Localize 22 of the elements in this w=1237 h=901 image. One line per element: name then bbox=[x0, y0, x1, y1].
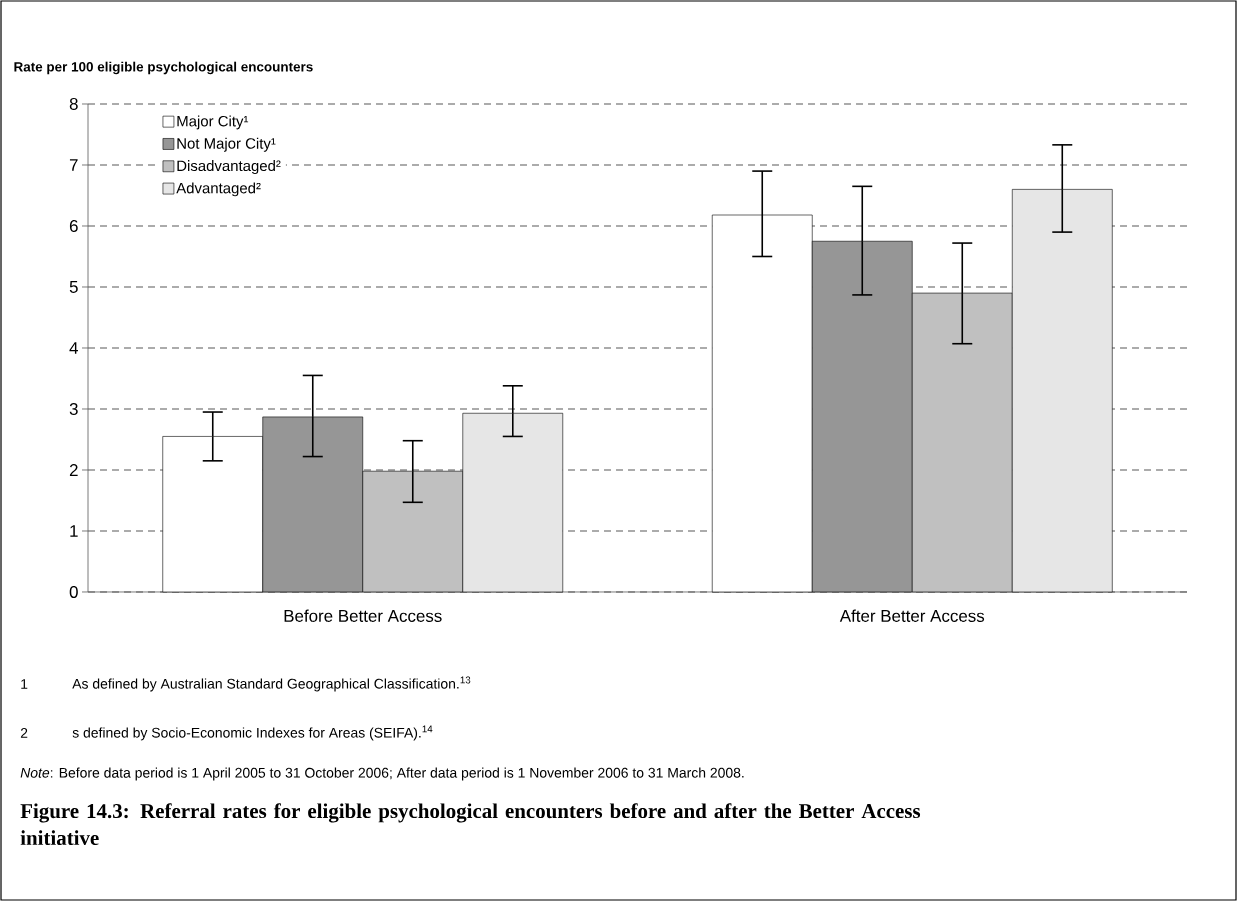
y-tick-label: 0 bbox=[69, 585, 78, 598]
y-tick-label: 7 bbox=[69, 159, 78, 171]
text: s defined by Socio-Economic Indexes for Areas (SEIFA).$^{14}$ bbox=[72, 725, 433, 741]
x-tick-label: Before Better Access bbox=[284, 609, 442, 622]
legend-label: Major City¹ bbox=[177, 115, 249, 130]
legend-label: Advantaged² bbox=[176, 182, 261, 197]
x-tick-label: After Better Access bbox=[839, 609, 985, 622]
y-tick-label: 6 bbox=[69, 219, 78, 232]
text: 2 bbox=[20, 728, 28, 738]
y-tick-label: 5 bbox=[69, 281, 78, 293]
text: As defined by Australian Standard Geographical Classification.$^{13}$ bbox=[72, 676, 471, 692]
legend-label: Not Major City¹ bbox=[177, 137, 276, 152]
text: Figure 14.3: Referral rates for eligible psychological encounters before and after the Better Access initiative bbox=[20, 803, 921, 846]
y-tick-label: 2 bbox=[69, 464, 78, 476]
y-tick-label: 1 bbox=[70, 525, 78, 537]
y-tick-label: 3 bbox=[69, 402, 78, 415]
text: 1 bbox=[21, 679, 28, 689]
y-tick-label: 4 bbox=[69, 342, 78, 354]
text: Note: Before data period is 1 April 2005 to 31 October 2006; After data period is 1 November 2006 to 31 March 2008. bbox=[20, 767, 744, 781]
y-tick-label: 8 bbox=[69, 97, 78, 110]
y-axis-title: Rate per 100 eligible psychological encounters bbox=[14, 61, 313, 75]
legend-label: Disadvantaged² bbox=[177, 160, 281, 175]
